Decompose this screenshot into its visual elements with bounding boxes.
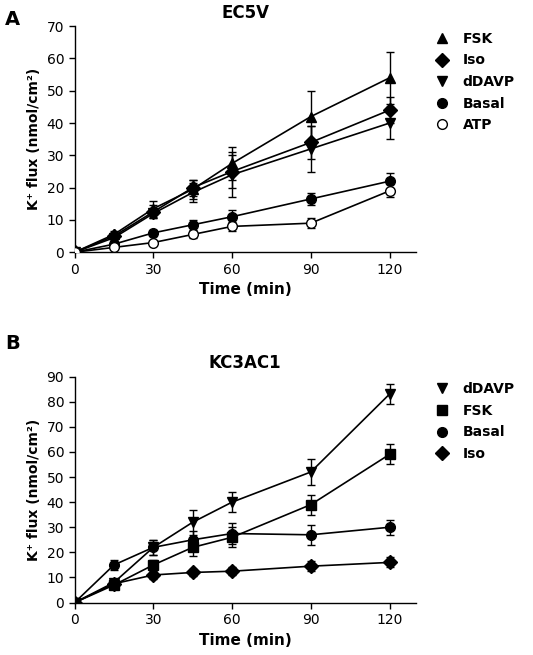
Legend: FSK, Iso, dDAVP, Basal, ATP: FSK, Iso, dDAVP, Basal, ATP [423,26,521,138]
Title: EC5V: EC5V [221,4,269,22]
Title: KC3AC1: KC3AC1 [209,354,281,372]
X-axis label: Time (min): Time (min) [199,282,292,297]
Y-axis label: K⁺ flux (nmol/cm²): K⁺ flux (nmol/cm²) [27,68,41,210]
Text: A: A [5,10,20,29]
Y-axis label: K⁺ flux (nmol/cm²): K⁺ flux (nmol/cm²) [27,419,41,561]
X-axis label: Time (min): Time (min) [199,633,292,648]
Text: B: B [5,334,20,353]
Legend: dDAVP, FSK, Basal, Iso: dDAVP, FSK, Basal, Iso [423,377,521,466]
